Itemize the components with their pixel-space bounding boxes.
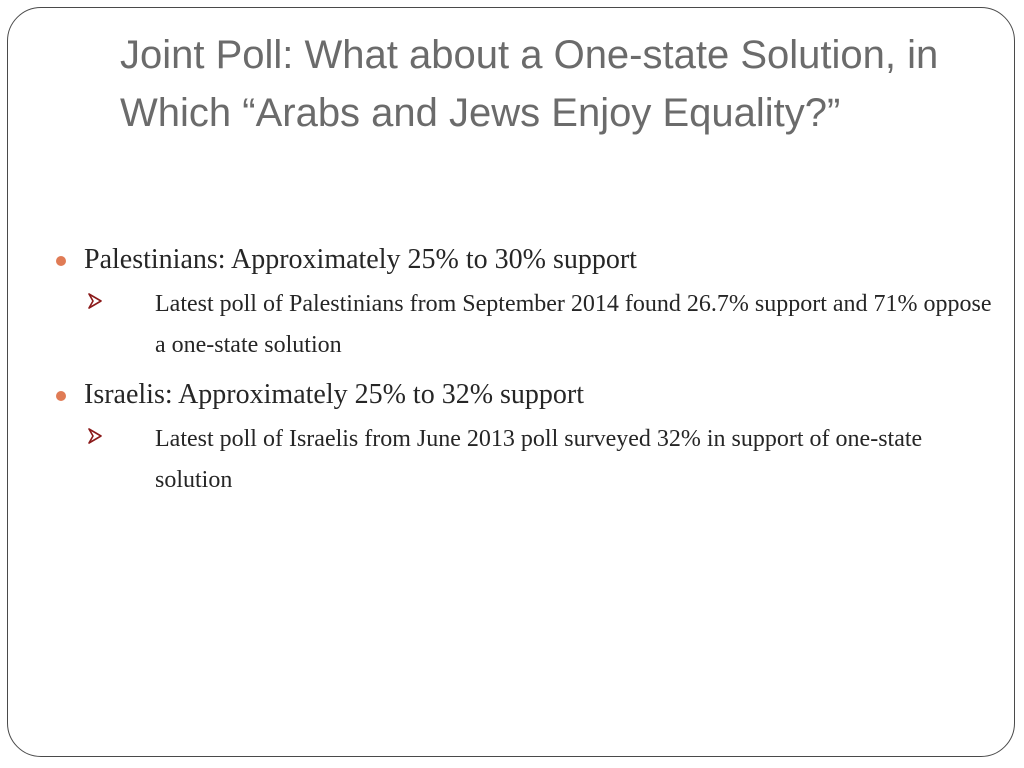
arrowhead-bullet-icon — [88, 428, 102, 444]
bullet-group-israelis: Israelis: Approximately 25% to 32% suppo… — [48, 375, 998, 501]
slide-frame: Joint Poll: What about a One-state Solut… — [7, 7, 1015, 757]
sub-bullet-item: Latest poll of Palestinians from Septemb… — [48, 284, 998, 366]
bullet-text: Palestinians: Approximately 25% to 30% s… — [84, 244, 637, 275]
circle-bullet-icon — [56, 391, 66, 401]
sub-bullet-item: Latest poll of Israelis from June 2013 p… — [48, 419, 998, 501]
bullet-item: Israelis: Approximately 25% to 32% suppo… — [48, 375, 998, 415]
sub-bullet-text: Latest poll of Israelis from June 2013 p… — [155, 426, 923, 493]
sub-bullet-text: Latest poll of Palestinians from Septemb… — [155, 291, 992, 358]
bullet-item: Palestinians: Approximately 25% to 30% s… — [48, 240, 998, 280]
slide-title: Joint Poll: What about a One-state Solut… — [120, 33, 939, 135]
circle-bullet-icon — [56, 256, 66, 266]
slide-body: Palestinians: Approximately 25% to 30% s… — [48, 240, 998, 501]
bullet-text: Israelis: Approximately 25% to 32% suppo… — [84, 379, 585, 410]
arrowhead-bullet-icon — [88, 293, 102, 309]
bullet-group-palestinians: Palestinians: Approximately 25% to 30% s… — [48, 240, 998, 366]
